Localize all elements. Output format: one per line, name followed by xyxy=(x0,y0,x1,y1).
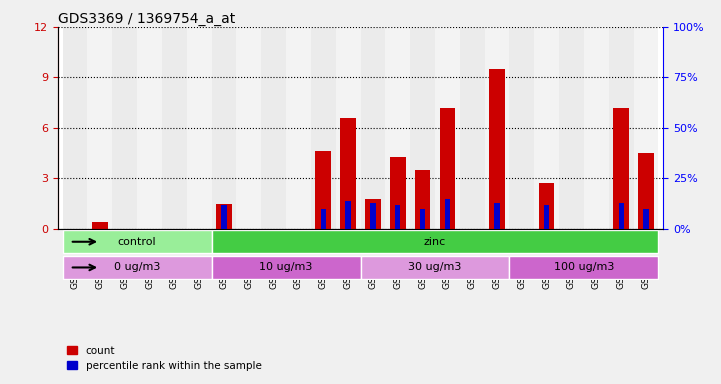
Bar xyxy=(87,27,112,229)
Bar xyxy=(544,205,549,229)
FancyBboxPatch shape xyxy=(360,256,510,279)
FancyBboxPatch shape xyxy=(63,230,211,253)
Bar xyxy=(643,209,649,229)
Bar xyxy=(490,69,505,229)
Bar xyxy=(321,209,326,229)
Bar xyxy=(360,27,385,229)
FancyBboxPatch shape xyxy=(510,256,658,279)
Bar xyxy=(584,27,609,229)
Bar xyxy=(495,203,500,229)
Bar xyxy=(609,27,634,229)
Bar xyxy=(221,205,226,229)
Bar xyxy=(534,27,559,229)
Bar xyxy=(510,27,534,229)
Bar xyxy=(445,199,450,229)
Bar xyxy=(619,203,624,229)
Bar xyxy=(211,27,236,229)
FancyBboxPatch shape xyxy=(211,230,658,253)
Bar xyxy=(539,184,554,229)
Bar xyxy=(460,27,485,229)
Bar xyxy=(395,205,400,229)
Bar xyxy=(365,199,381,229)
Bar xyxy=(638,153,654,229)
Text: 10 ug/m3: 10 ug/m3 xyxy=(260,263,313,273)
FancyBboxPatch shape xyxy=(63,256,211,279)
Text: 100 ug/m3: 100 ug/m3 xyxy=(554,263,614,273)
Bar xyxy=(336,27,360,229)
Bar xyxy=(316,151,331,229)
Legend: count, percentile rank within the sample: count, percentile rank within the sample xyxy=(63,341,266,375)
Text: zinc: zinc xyxy=(424,237,446,247)
Bar xyxy=(614,108,629,229)
Bar xyxy=(137,27,162,229)
Bar xyxy=(410,27,435,229)
Bar xyxy=(420,209,425,229)
Bar xyxy=(216,204,232,229)
Text: control: control xyxy=(118,237,156,247)
Text: 30 ug/m3: 30 ug/m3 xyxy=(408,263,461,273)
Bar xyxy=(435,27,460,229)
Bar xyxy=(559,27,584,229)
Bar xyxy=(112,27,137,229)
Bar xyxy=(440,108,455,229)
Bar xyxy=(415,170,430,229)
Bar xyxy=(311,27,336,229)
Text: 0 ug/m3: 0 ug/m3 xyxy=(114,263,160,273)
Bar xyxy=(286,27,311,229)
Bar xyxy=(92,222,107,229)
Bar xyxy=(187,27,211,229)
Bar xyxy=(634,27,658,229)
Bar xyxy=(345,200,350,229)
Bar xyxy=(340,118,356,229)
Text: GDS3369 / 1369754_a_at: GDS3369 / 1369754_a_at xyxy=(58,12,235,26)
Bar xyxy=(390,157,405,229)
Bar xyxy=(385,27,410,229)
Bar xyxy=(485,27,510,229)
Bar xyxy=(162,27,187,229)
Bar xyxy=(63,27,87,229)
Bar xyxy=(371,203,376,229)
FancyBboxPatch shape xyxy=(211,256,360,279)
Bar xyxy=(236,27,261,229)
Bar xyxy=(261,27,286,229)
